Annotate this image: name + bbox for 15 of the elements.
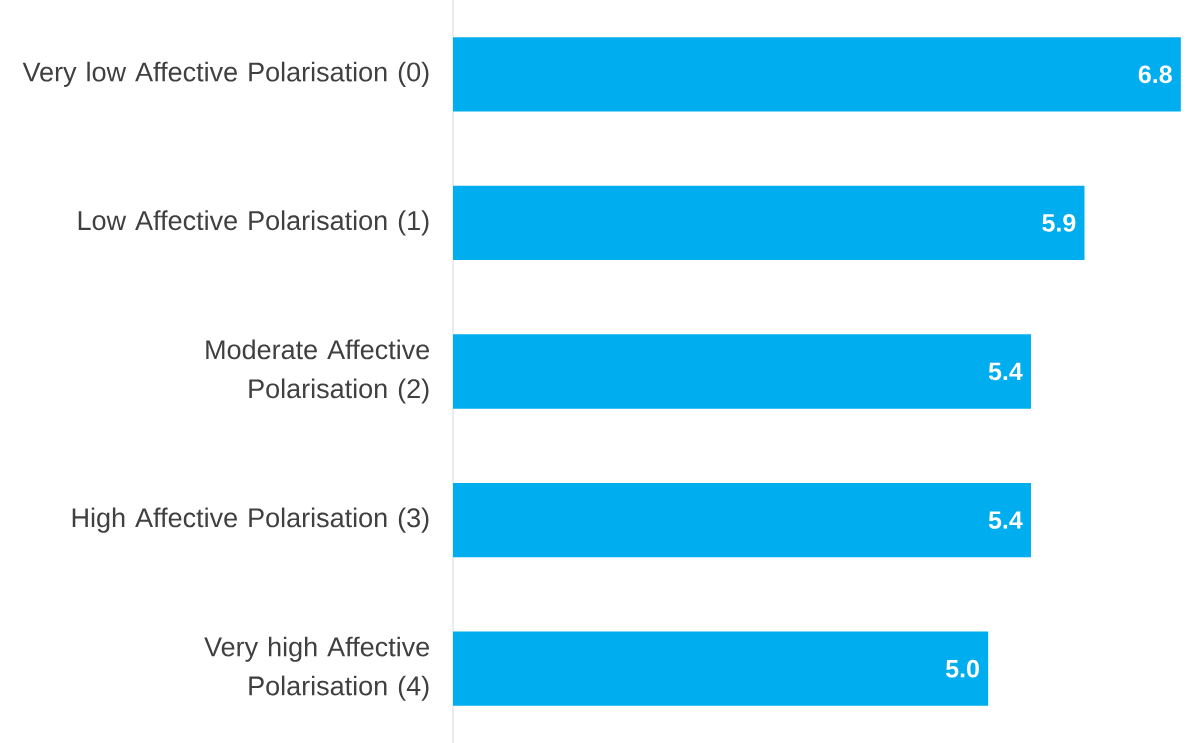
data-label: 6.8 <box>1138 65 1172 84</box>
bar <box>453 185 1085 261</box>
data-label: 5.4 <box>988 362 1023 381</box>
y-tick-label: High Affective Polarisation (3) <box>72 507 429 533</box>
data-label: 5.9 <box>1042 214 1076 232</box>
y-tick-label: Very low Affective Polarisation (0) <box>22 61 429 87</box>
y-tick-label: Very high Affective Polarisation (4) <box>204 636 430 701</box>
y-tick-label: Low Affective Polarisation (1) <box>78 210 429 236</box>
data-label: 5.4 <box>988 511 1023 529</box>
y-tick-label: Moderate Affective Polarisation (2) <box>206 339 430 404</box>
bar <box>453 37 1181 112</box>
bar <box>453 631 989 706</box>
bar <box>453 334 1031 409</box>
bar <box>453 482 1031 558</box>
data-label: 5.0 <box>945 659 979 678</box>
